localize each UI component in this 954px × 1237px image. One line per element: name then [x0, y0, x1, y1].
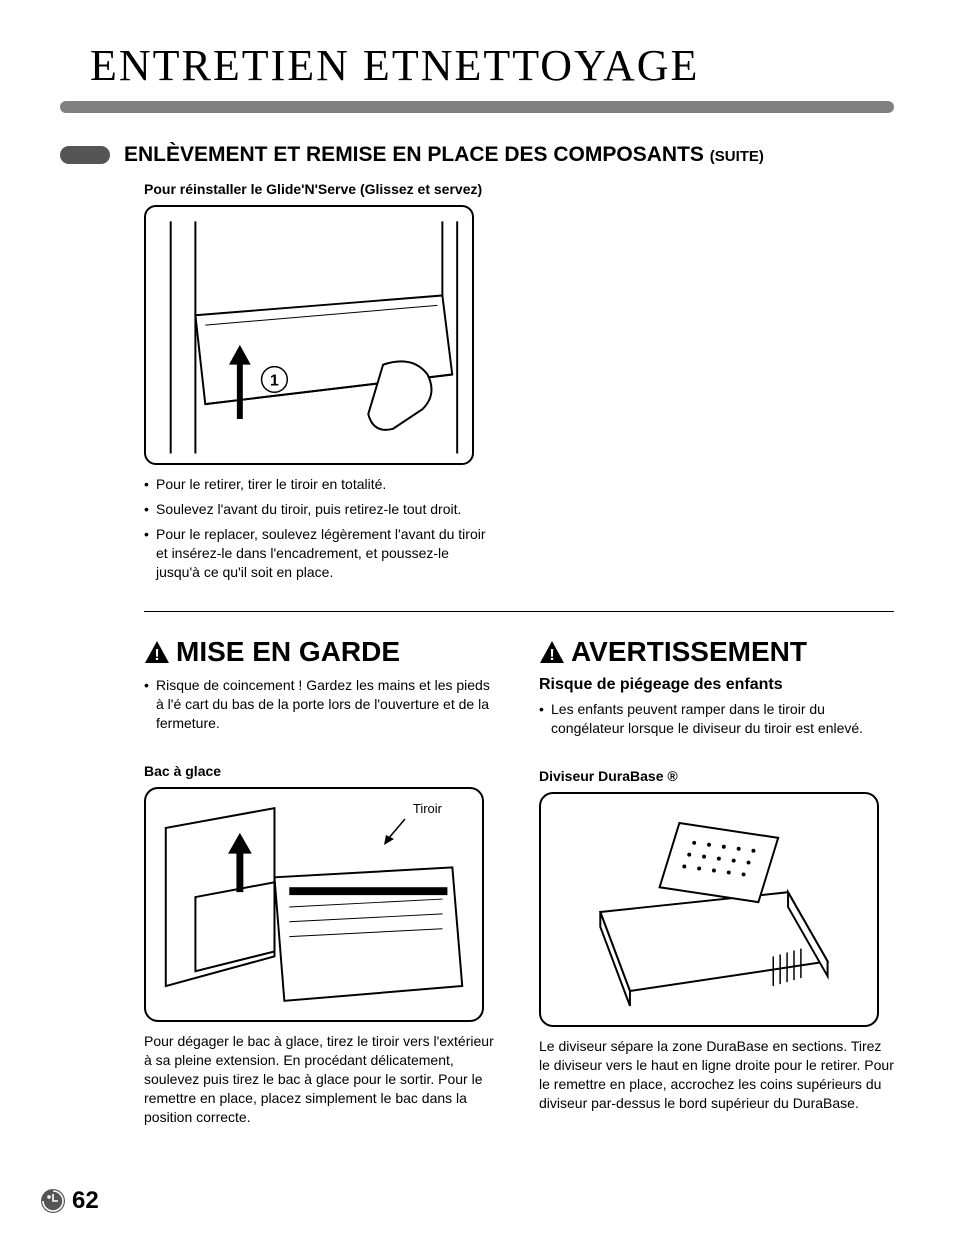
warning-triangle-icon: !	[539, 640, 565, 664]
list-item: Les enfants peuvent ramper dans le tiroi…	[539, 700, 894, 738]
bac-a-glace-paragraph: Pour dégager le bac à glace, tirez le ti…	[144, 1032, 499, 1126]
section1-content: Pour réinstaller le Glide'N'Serve (Gliss…	[60, 181, 894, 581]
avertissement-heading: ! AVERTISSEMENT	[539, 636, 894, 668]
risk-subheading: Risque de piégeage des enfants	[539, 676, 894, 694]
column-left: ! MISE EN GARDE Risque de coincement ! G…	[144, 636, 499, 1126]
svg-text:!: !	[549, 647, 554, 664]
svg-text:1: 1	[270, 372, 279, 389]
section-bullet-pill	[60, 146, 110, 164]
mise-en-garde-text: MISE EN GARDE	[176, 636, 400, 668]
list-item: Soulevez l'avant du tiroir, puis retirez…	[144, 500, 494, 519]
separator-line	[144, 611, 894, 612]
durabase-diagram-icon	[541, 792, 877, 1027]
bac-a-glace-heading: Bac à glace	[144, 763, 499, 779]
page-footer: 62	[40, 1187, 99, 1215]
section1-subheading: Pour réinstaller le Glide'N'Serve (Gliss…	[144, 181, 894, 197]
mise-en-garde-bullets: Risque de coincement ! Gardez les mains …	[144, 676, 499, 733]
section1-bullets: Pour le retirer, tirer le tiroir en tota…	[144, 475, 894, 581]
tiroir-label: Tiroir	[413, 801, 442, 816]
durabase-illustration	[539, 792, 879, 1027]
avertissement-text: AVERTISSEMENT	[571, 636, 807, 668]
avertissement-bullets: Les enfants peuvent ramper dans le tiroi…	[539, 700, 894, 738]
section-heading: ENLÈVEMENT ET REMISE EN PLACE DES COMPOS…	[124, 143, 764, 167]
lg-logo-icon	[40, 1188, 66, 1214]
svg-text:!: !	[154, 647, 159, 664]
glide-n-serve-illustration: 1	[144, 205, 474, 465]
mise-en-garde-heading: ! MISE EN GARDE	[144, 636, 499, 668]
section-heading-suffix: (SUITE)	[710, 148, 764, 165]
section-heading-row: ENLÈVEMENT ET REMISE EN PLACE DES COMPOS…	[60, 143, 894, 167]
two-column-warnings: ! MISE EN GARDE Risque de coincement ! G…	[60, 636, 894, 1126]
ice-bin-diagram-icon	[146, 787, 482, 1022]
title-bar	[60, 101, 894, 113]
list-item: Risque de coincement ! Gardez les mains …	[144, 676, 494, 733]
list-item: Pour le replacer, soulevez légèrement l'…	[144, 525, 494, 582]
section-heading-text: ENLÈVEMENT ET REMISE EN PLACE DES COMPOS…	[124, 143, 704, 166]
page-number: 62	[72, 1187, 99, 1215]
column-right: ! AVERTISSEMENT Risque de piégeage des e…	[539, 636, 894, 1126]
drawer-diagram-icon: 1	[146, 205, 472, 465]
durabase-paragraph: Le diviseur sépare la zone DuraBase en s…	[539, 1037, 894, 1113]
arrow-down-icon	[380, 817, 410, 847]
durabase-heading: Diviseur DuraBase ®	[539, 768, 894, 784]
list-item: Pour le retirer, tirer le tiroir en tota…	[144, 475, 494, 494]
warning-triangle-icon: !	[144, 640, 170, 664]
ice-bin-illustration: Tiroir	[144, 787, 484, 1022]
page-title: ENTRETIEN ETNETTOYAGE	[90, 40, 894, 91]
